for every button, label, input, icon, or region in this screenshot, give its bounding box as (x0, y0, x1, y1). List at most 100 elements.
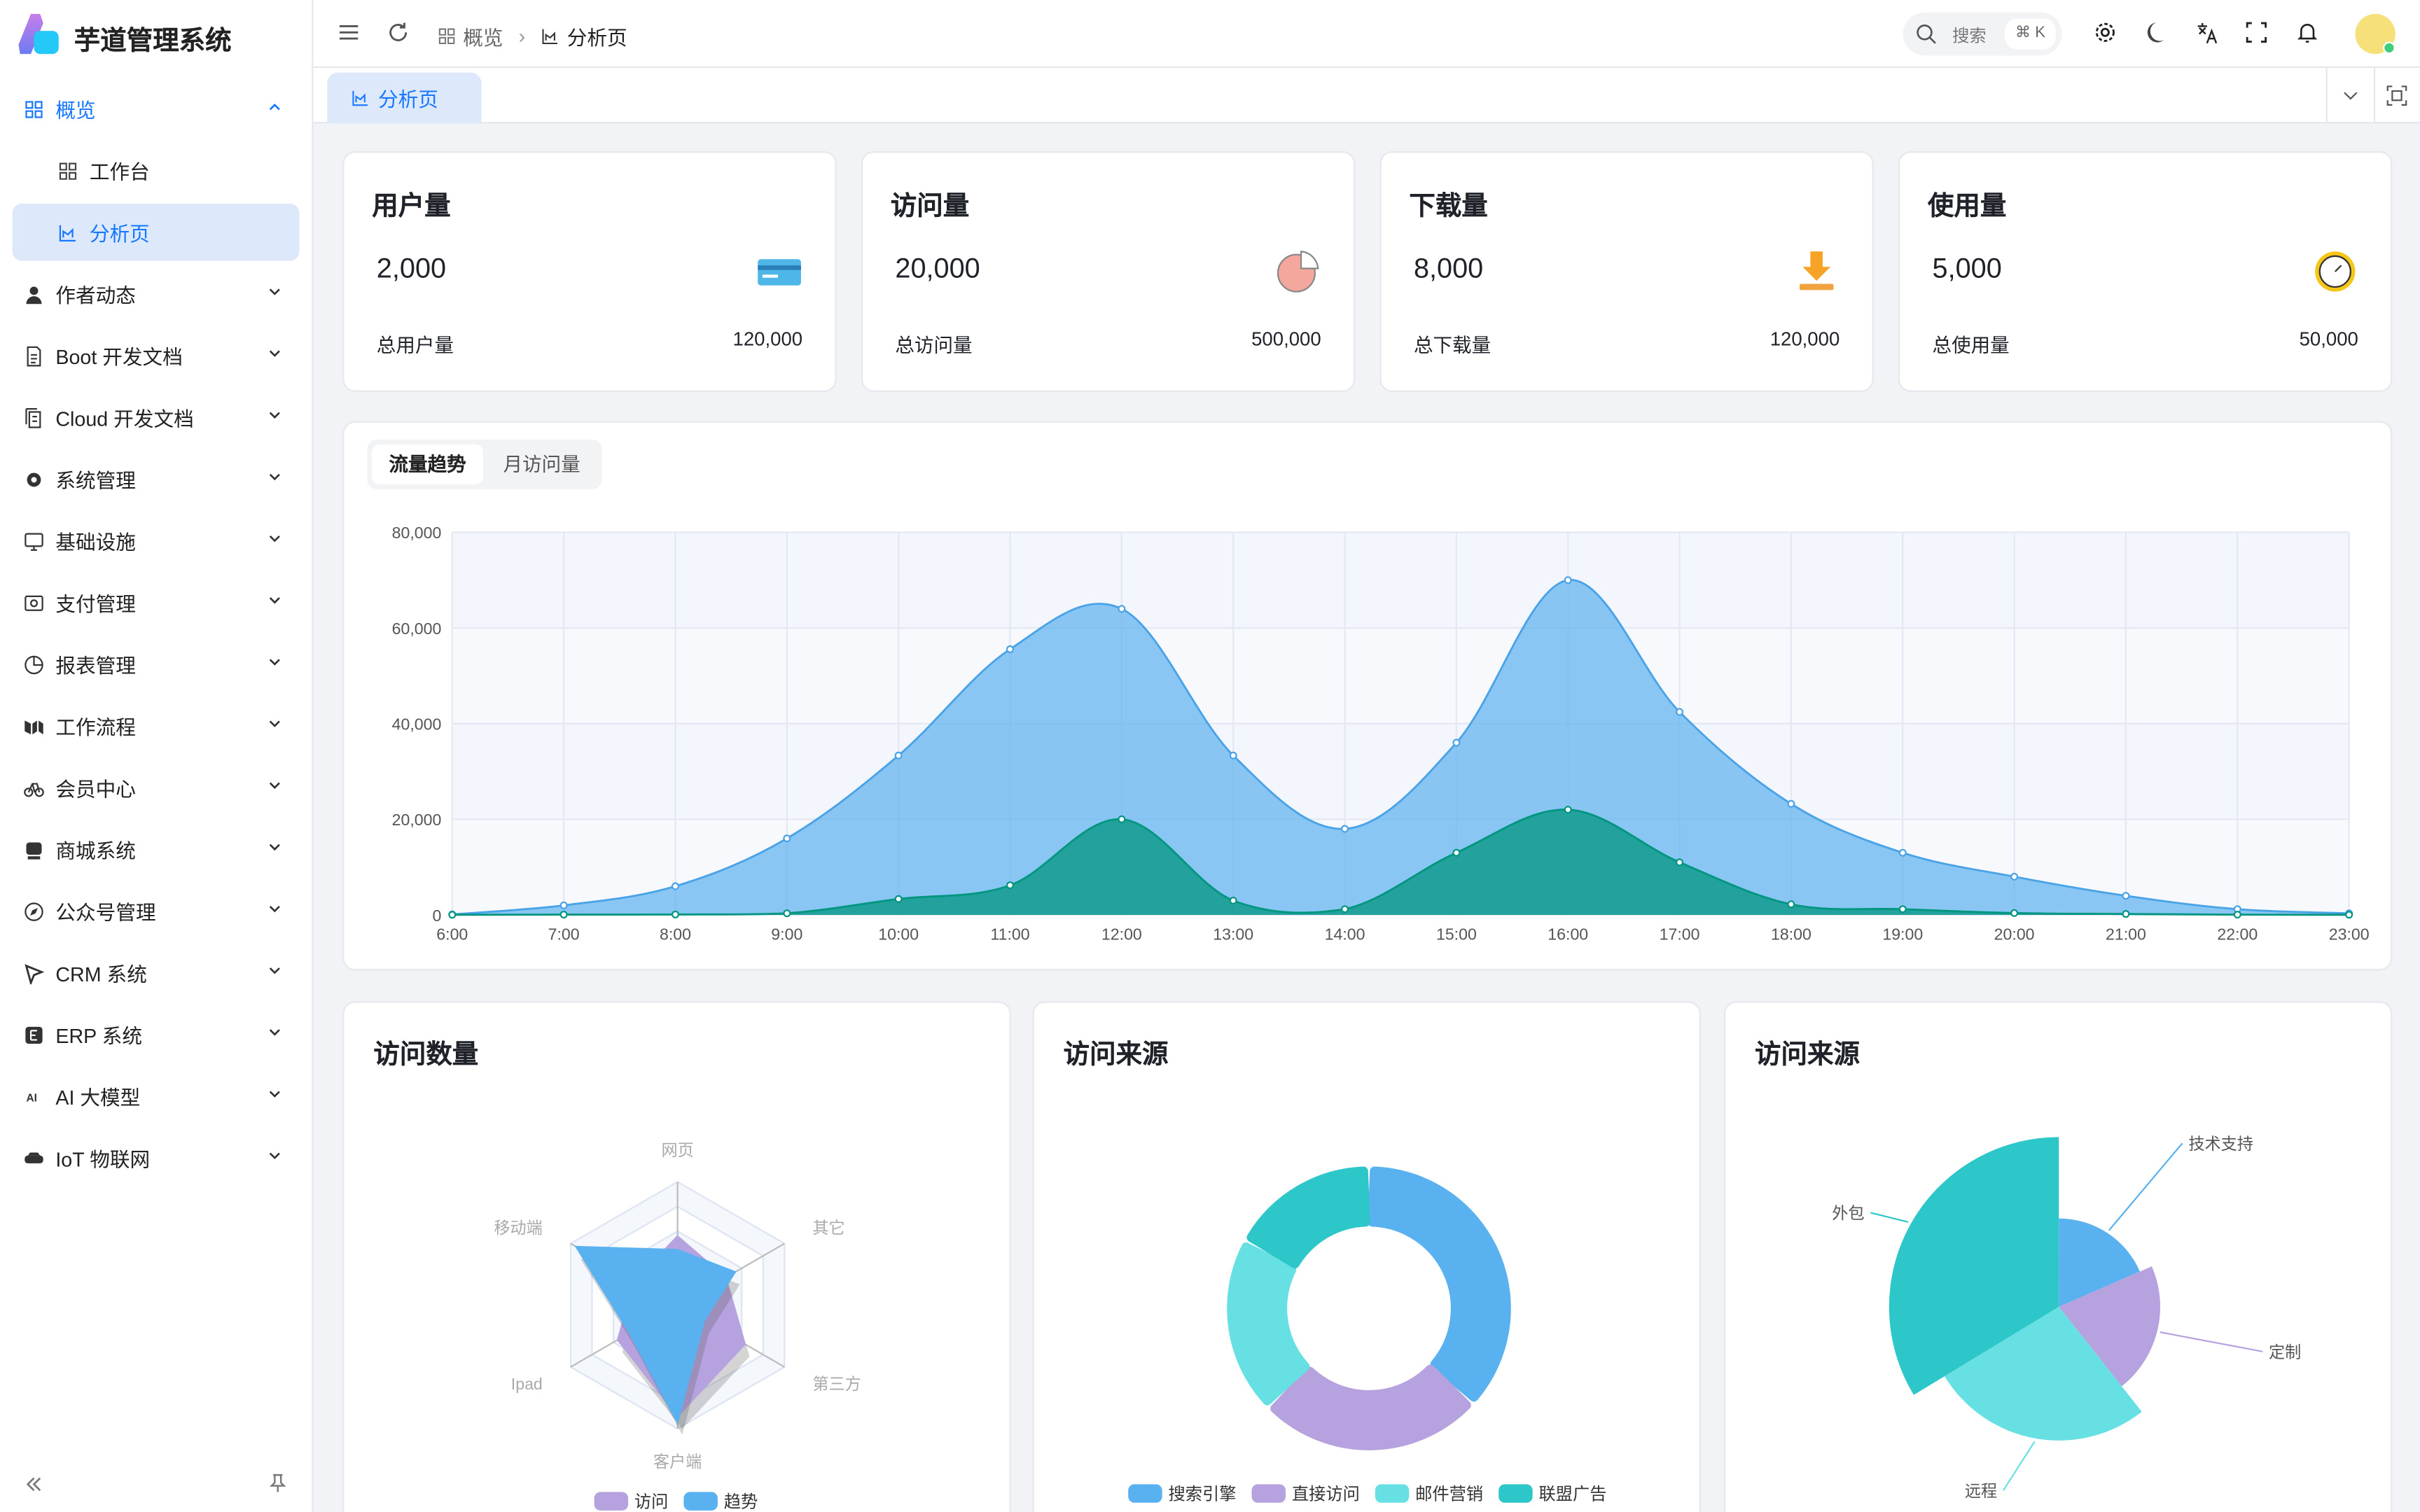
data-point (448, 911, 457, 919)
stat-card: 访问量 20,000 总访问量 500,000 (861, 151, 1356, 392)
sidebar-item[interactable]: CRM 系统 (13, 944, 300, 1002)
data-point (2122, 892, 2130, 900)
avatar[interactable] (2355, 13, 2395, 55)
collapse-sidebar-icon[interactable] (23, 1474, 45, 1495)
maximize-content-icon[interactable] (2386, 85, 2408, 106)
breadcrumb-item: 分析页 (566, 26, 627, 50)
sidebar-item-label: IoT 物联网 (55, 1147, 151, 1171)
sidebar-item[interactable]: 分析页 (12, 203, 300, 261)
stat-total-value: 500,000 (1251, 328, 1321, 351)
translate-icon[interactable] (2195, 20, 2219, 45)
x-tick-label: 16:00 (1548, 925, 1588, 943)
sidebar-item[interactable]: 作者动态 (13, 265, 300, 323)
chevron-down-icon (269, 473, 280, 481)
rose-slice (1945, 1306, 2142, 1441)
rose-slice (2059, 1266, 2161, 1387)
tab-analysis[interactable]: 分析页 (327, 72, 482, 124)
sidebar-item[interactable]: 概览 (13, 80, 300, 138)
search-input[interactable]: 搜索 ⌘ K (1903, 12, 2062, 56)
data-point (559, 901, 568, 909)
legend-item[interactable]: 联盟广告 (1498, 1481, 1606, 1506)
x-tick-label: 19:00 (1882, 925, 1923, 943)
donut-legend: 搜索引擎 直接访问 邮件营销 联盟广告 (1128, 1481, 1606, 1506)
x-tick-label: 10:00 (878, 925, 919, 943)
sidebar-item[interactable]: AI AI 大模型 (13, 1068, 300, 1125)
tab-monthly-visits[interactable]: 月访问量 (503, 454, 580, 475)
visits-radar-card: 访问数量 网页 移动端 Ipad 客户端 第三方 其它 访问 趋势 (342, 1001, 1011, 1512)
gear-icon[interactable] (2093, 20, 2118, 45)
x-tick-label: 15:00 (1436, 925, 1477, 943)
sidebar-item[interactable]: 商城系统 (13, 821, 300, 878)
rose-slice (2059, 1218, 2140, 1307)
chevron-down-icon (269, 905, 280, 913)
sidebar-item[interactable]: ERP 系统 (13, 1006, 300, 1063)
card-icon (758, 259, 801, 286)
chevron-down-icon (269, 597, 280, 604)
sidebar-item-label: 概览 (55, 99, 96, 122)
menu-toggle-icon[interactable] (336, 20, 361, 45)
stat-total-label: 总访问量 (895, 335, 973, 357)
data-point (1118, 605, 1126, 613)
chart-icon (352, 90, 368, 106)
sidebar-item[interactable]: 公众号管理 (13, 883, 300, 940)
stat-card: 使用量 5,000 总使用量 50,000 (1898, 151, 2393, 392)
sidebar-item[interactable]: Cloud 开发文档 (13, 388, 300, 446)
radar-legend: 访问 趋势 (594, 1489, 758, 1512)
pin-icon[interactable] (267, 1472, 288, 1494)
sidebar-item[interactable]: 基础设施 (13, 512, 300, 570)
refresh-icon[interactable] (386, 20, 410, 45)
bell-icon[interactable] (2295, 20, 2319, 45)
legend-item[interactable]: 直接访问 (1251, 1481, 1360, 1506)
data-point (1118, 815, 1126, 823)
app-title: 芋道管理系统 (74, 26, 232, 56)
sidebar-item-label: ERP 系统 (55, 1024, 143, 1048)
tabs-dropdown-icon[interactable] (2342, 86, 2360, 104)
stat-value: 2,000 (376, 253, 447, 284)
divider (2325, 67, 2328, 124)
sidebar-item[interactable]: 工作流程 (13, 697, 300, 755)
chevron-down-icon (269, 1029, 280, 1036)
data-point (894, 895, 903, 903)
dark-mode-icon[interactable] (2142, 20, 2167, 45)
divider (2373, 67, 2376, 124)
legend-item[interactable]: 趋势 (683, 1489, 758, 1512)
sidebar-item-label: 系统管理 (55, 469, 136, 493)
sidebar-item[interactable]: Boot 开发文档 (13, 327, 300, 384)
x-tick-label: 7:00 (548, 925, 580, 943)
x-tick-label: 23:00 (2329, 925, 2370, 943)
x-tick-label: 8:00 (660, 925, 691, 943)
sidebar-item[interactable]: 会员中心 (13, 759, 300, 816)
stat-total-label: 总用户量 (376, 335, 454, 357)
sidebar-item[interactable]: 工作台 (13, 142, 300, 200)
data-point (1229, 897, 1237, 905)
download-icon (1799, 251, 1834, 290)
breadcrumb-item[interactable]: 概览 (463, 26, 503, 50)
sidebar-item[interactable]: 报表管理 (13, 636, 300, 693)
fullscreen-icon[interactable] (2244, 20, 2269, 45)
series-area (452, 580, 2349, 916)
data-point (1006, 881, 1015, 890)
workspace-icon (59, 162, 77, 179)
sidebar-item[interactable]: IoT 物联网 (13, 1129, 300, 1186)
data-point (1787, 900, 1795, 909)
chevron-down-icon (269, 535, 280, 542)
rose-label: 远程 (1965, 1482, 1997, 1500)
sidebar-item[interactable]: 支付管理 (13, 574, 300, 631)
chevron-down-icon (269, 844, 280, 851)
y-tick-label: 0 (432, 906, 441, 925)
chevron-down-icon (269, 1152, 280, 1160)
data-point (1341, 825, 1349, 833)
stat-total-label: 总下载量 (1413, 335, 1491, 357)
chevron-down-icon (269, 1091, 280, 1098)
tab-traffic-trend[interactable]: 流量趋势 (372, 444, 483, 485)
trend-tabs: 流量趋势 月访问量 (367, 440, 602, 489)
chevron-down-icon (269, 967, 280, 974)
legend-item[interactable]: 搜索引擎 (1128, 1481, 1236, 1506)
legend-item[interactable]: 邮件营销 (1375, 1481, 1483, 1506)
legend-item[interactable]: 访问 (594, 1489, 668, 1512)
sidebar-item[interactable]: 系统管理 (13, 451, 300, 508)
dashboard-icon (25, 100, 43, 118)
stat-card: 用户量 2,000 总用户量 120,000 (342, 151, 837, 392)
card-title: 访问来源 (1755, 1040, 1860, 1070)
data-point (671, 910, 679, 918)
